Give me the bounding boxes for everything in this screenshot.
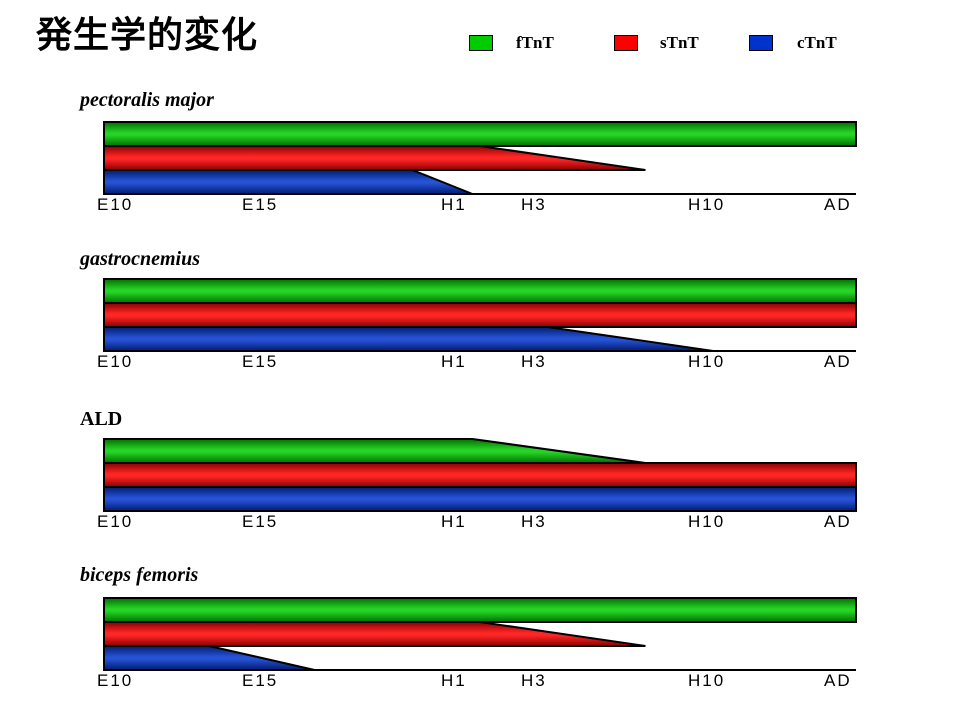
stage-label: H3 (521, 512, 547, 531)
expression-bar-ftnt (103, 121, 857, 147)
stage-label: E15 (242, 195, 279, 214)
legend-label-ftnt: fTnT (516, 33, 554, 52)
legend-label-stnt: sTnT (660, 33, 699, 52)
stage-label: E15 (242, 512, 279, 531)
panel-label: pectoralis major (80, 89, 214, 111)
stage-label: H1 (441, 512, 467, 531)
panel-label: gastrocnemius (80, 248, 201, 270)
stage-label: H1 (441, 352, 467, 371)
stage-label: AD (824, 512, 852, 531)
stage-label: H3 (521, 352, 547, 371)
expression-bar-ftnt (103, 278, 857, 304)
stage-label: H10 (688, 352, 726, 371)
stage-label: H1 (441, 671, 467, 690)
stage-label: E10 (97, 195, 134, 214)
expression-bar-ctnt (103, 645, 315, 671)
expression-bar-ctnt (103, 326, 714, 352)
expression-bar-ftnt (103, 597, 857, 623)
stage-label: AD (824, 671, 852, 690)
expression-bar-ctnt (103, 486, 857, 512)
stage-label: H10 (688, 671, 726, 690)
stage-label: AD (824, 195, 852, 214)
expression-bar-stnt (103, 145, 646, 171)
stage-label: E10 (97, 512, 134, 531)
expression-bar-stnt (103, 621, 646, 647)
legend-swatch-ftnt (469, 35, 493, 51)
stage-label: E15 (242, 352, 279, 371)
expression-bar-stnt (103, 302, 857, 328)
legend-swatch-stnt (614, 35, 638, 51)
stage-label: E10 (97, 671, 134, 690)
legend-swatch-ctnt (749, 35, 773, 51)
stage-label: H10 (688, 512, 726, 531)
expression-bar-ctnt (103, 169, 473, 195)
stage-label: H3 (521, 671, 547, 690)
expression-bar-ftnt (103, 438, 646, 464)
expression-bar-stnt (103, 462, 857, 488)
stage-label: H1 (441, 195, 467, 214)
page-title: 発生学的変化 (36, 15, 259, 56)
panel-label: biceps femoris (80, 564, 199, 586)
legend-label-ctnt: cTnT (797, 33, 837, 52)
panel-label: ALD (80, 408, 123, 430)
stage-label: H10 (688, 195, 726, 214)
stage-label: H3 (521, 195, 547, 214)
stage-label: AD (824, 352, 852, 371)
stage-label: E15 (242, 671, 279, 690)
stage-label: E10 (97, 352, 134, 371)
